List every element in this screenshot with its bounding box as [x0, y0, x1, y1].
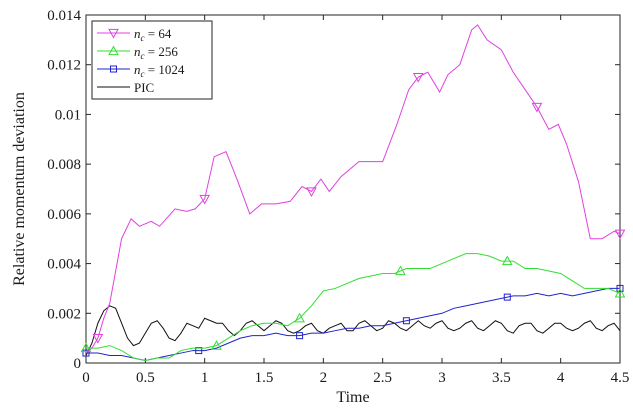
x-tick-label: 0 [82, 370, 90, 386]
legend-marker-swatch [108, 28, 119, 39]
series-marker [501, 255, 513, 266]
x-tick-label: 3.5 [492, 370, 511, 386]
series-marker [395, 265, 406, 276]
y-tick-label: 0 [74, 356, 82, 372]
x-tick-label: 1.5 [255, 370, 274, 386]
series-marker [402, 317, 410, 325]
legend-label: nc = 1024 [134, 62, 185, 79]
y-axis-ticks: 0 0.002 0.004 0.006 0.008 0.01 0.012 0.014 [47, 8, 620, 372]
series-marker [503, 293, 511, 301]
series-n-c-64 [85, 24, 626, 354]
legend-label: nc = 64 [134, 26, 172, 43]
legend-label-base: n [134, 62, 141, 77]
series-marker [614, 287, 626, 298]
legend-label-base: n [134, 44, 141, 59]
legend-label-subscript: c [141, 51, 145, 61]
series-pic [85, 305, 621, 356]
x-tick-label: 4.5 [611, 370, 630, 386]
legend-label-subscript: c [141, 33, 145, 43]
series-n-c-256 [80, 253, 626, 362]
x-tick-label: 2 [320, 370, 328, 386]
legend-label-base: PIC [134, 80, 154, 95]
legend-entry: PIC [97, 80, 154, 95]
series-marker [616, 284, 624, 292]
legend-entry: nc = 1024 [97, 62, 185, 79]
series-marker [199, 194, 211, 205]
x-tick-label: 2.5 [373, 370, 392, 386]
legend-label: PIC [134, 80, 154, 95]
series-layer [80, 24, 626, 362]
y-tick-label: 0.01 [55, 107, 81, 123]
legend-marker-swatch [110, 65, 117, 73]
y-tick-label: 0.006 [47, 207, 81, 223]
series-line [85, 305, 621, 356]
series-marker [211, 340, 222, 350]
legend-marker-swatch [108, 45, 119, 56]
y-tick-label: 0.012 [47, 58, 81, 74]
series-marker [296, 332, 304, 340]
series-line [85, 24, 621, 354]
legend-label: nc = 256 [134, 44, 178, 61]
x-tick-label: 4 [557, 370, 565, 386]
legend-entry: nc = 64 [97, 26, 172, 43]
y-tick-label: 0.002 [47, 306, 81, 322]
legend-entry: nc = 256 [97, 44, 178, 61]
series-marker [82, 349, 90, 357]
series-marker [306, 187, 317, 198]
legend-label-value: = 1024 [145, 62, 185, 77]
x-axis-label: Time [336, 389, 369, 406]
legend-label-subscript: c [141, 69, 145, 79]
legend-label-value: = 256 [145, 44, 179, 59]
series-line [86, 253, 621, 362]
series-marker [195, 347, 203, 355]
series-marker [412, 73, 424, 83]
x-tick-label: 1 [201, 370, 209, 386]
y-tick-label: 0.014 [47, 8, 81, 24]
legend-label-value: = 64 [145, 26, 172, 41]
series-marker [531, 102, 543, 113]
series-marker [614, 229, 626, 240]
x-axis-ticks: 0 0.5 1 1.5 2 2.5 3 3.5 4 4.5 [82, 15, 629, 386]
x-tick-label: 0.5 [136, 370, 155, 386]
legend-label-base: n [134, 26, 141, 41]
y-tick-label: 0.004 [47, 257, 81, 273]
y-axis-label: Relative momentum deviation [11, 92, 28, 286]
series-marker [92, 334, 104, 344]
x-tick-label: 3 [438, 370, 446, 386]
series-marker [80, 342, 92, 353]
y-tick-label: 0.008 [47, 157, 81, 173]
series-marker [294, 312, 305, 323]
